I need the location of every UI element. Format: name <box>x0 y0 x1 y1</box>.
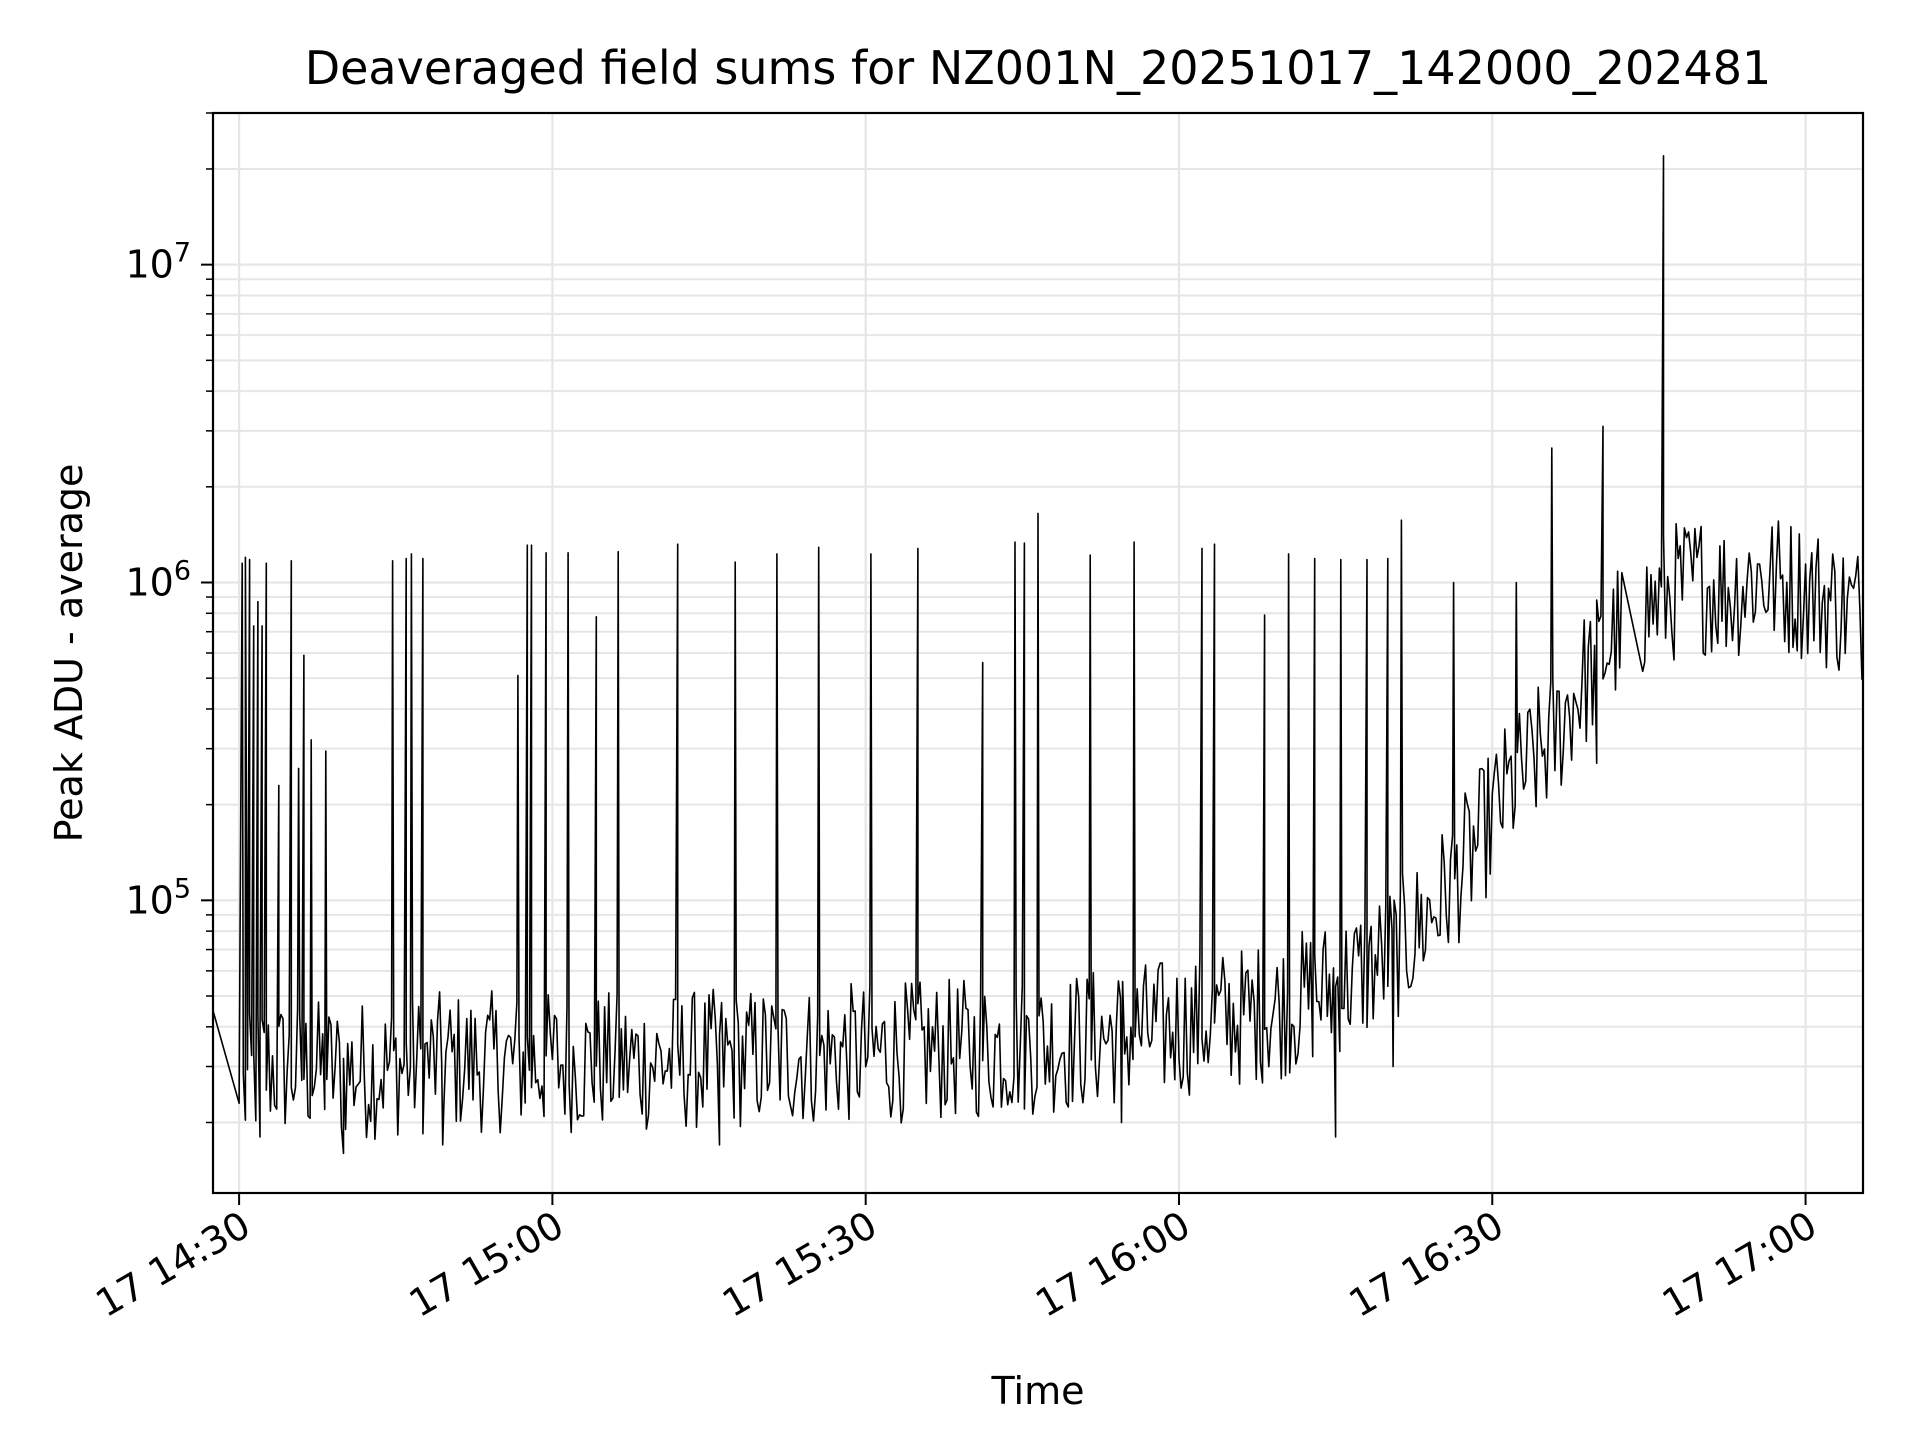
y-axis-label: Peak ADU - average <box>47 464 91 843</box>
series-layer <box>212 155 1863 1155</box>
y-tick-label: 105 <box>125 873 191 922</box>
chart-title: Deaveraged field sums for NZ001N_2025101… <box>305 41 1772 95</box>
y-tick-label: 107 <box>125 238 191 287</box>
y-tick-label: 106 <box>125 555 191 604</box>
series-line <box>212 155 1863 1155</box>
x-axis-label: Time <box>991 1369 1085 1413</box>
y-axis-ticks: 105 106 107 <box>125 112 213 1124</box>
